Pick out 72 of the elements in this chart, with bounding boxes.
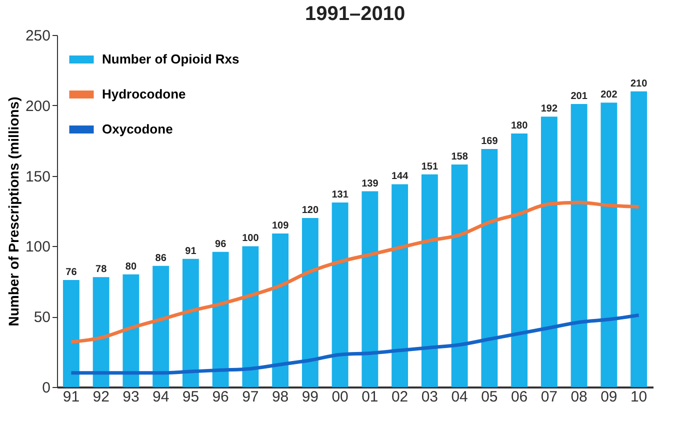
data-label: 91: [185, 246, 197, 257]
x-tick-label: 05: [481, 388, 498, 406]
legend-label: Number of Opioid Rxs: [102, 52, 240, 66]
data-label: 120: [302, 205, 319, 216]
y-tick-label: 150: [25, 168, 50, 186]
bar: [540, 116, 558, 387]
y-tick-label: 200: [25, 98, 50, 115]
x-tick-label: 01: [362, 388, 378, 406]
bar: [62, 280, 80, 387]
x-tick-label: 06: [510, 388, 528, 406]
legend-label: Hydrocodone: [102, 86, 186, 102]
x-tick-label: 95: [182, 388, 200, 406]
data-label: 139: [362, 178, 379, 190]
y-tick-label: 0: [42, 380, 50, 396]
bar: [392, 184, 408, 387]
x-tick-label: 10: [630, 388, 648, 406]
x-tick-label: 04: [451, 388, 468, 406]
bar: [182, 258, 199, 387]
data-label: 202: [600, 90, 618, 101]
bar: [600, 102, 618, 387]
data-label: 86: [155, 252, 167, 264]
data-label: 210: [630, 78, 648, 90]
x-tick-label: 07: [540, 388, 558, 406]
data-label: 131: [332, 190, 349, 201]
line-series: [69, 313, 641, 375]
y-axis-title: Number of Prescriptions (millions): [5, 96, 22, 326]
x-tick-label: 02: [391, 388, 408, 406]
legend-label: Oxycodone: [102, 122, 173, 136]
bar: [272, 234, 289, 387]
data-label: 78: [96, 264, 108, 276]
bar: [362, 191, 378, 387]
bar: [242, 246, 259, 387]
data-label: 109: [272, 220, 290, 232]
bar: [332, 202, 348, 387]
x-tick-label: 94: [152, 388, 170, 406]
data-label: 180: [510, 120, 528, 132]
data-label: 96: [215, 238, 227, 250]
bar: [152, 266, 170, 387]
data-label: 80: [125, 261, 137, 272]
bar: [451, 164, 468, 387]
x-tick-label: 91: [62, 388, 80, 406]
bar: [92, 277, 110, 387]
data-label: 100: [242, 233, 260, 244]
x-tick-label: 09: [600, 388, 618, 406]
bar: [630, 91, 648, 387]
y-tick-label: 100: [25, 238, 50, 256]
x-tick-label: 08: [570, 388, 588, 406]
bar: [302, 218, 318, 387]
x-tick-label: 96: [212, 388, 229, 406]
y-tick-label: 50: [34, 309, 50, 326]
y-tick-label: 250: [25, 28, 50, 44]
bar: [511, 134, 528, 387]
data-label: 158: [451, 152, 468, 163]
x-tick-label: 99: [302, 388, 319, 406]
data-label: 201: [570, 90, 588, 102]
data-label: 151: [421, 161, 438, 172]
bar: [421, 174, 438, 387]
data-label: 144: [391, 171, 409, 182]
x-tick-label: 03: [421, 388, 438, 406]
bar: [570, 104, 588, 387]
x-tick-label: 97: [242, 388, 259, 406]
data-label: 192: [540, 104, 558, 115]
x-tick-label: 98: [272, 388, 289, 406]
x-tick-label: 00: [332, 388, 348, 406]
chart-title: 1991–2010: [304, 3, 406, 25]
data-label: 169: [481, 136, 498, 148]
x-tick-label: 93: [122, 388, 140, 406]
bar: [481, 149, 498, 387]
bar: [122, 274, 140, 387]
x-tick-label: 92: [92, 388, 110, 406]
bar: [212, 252, 229, 387]
data-label: 76: [66, 266, 78, 278]
